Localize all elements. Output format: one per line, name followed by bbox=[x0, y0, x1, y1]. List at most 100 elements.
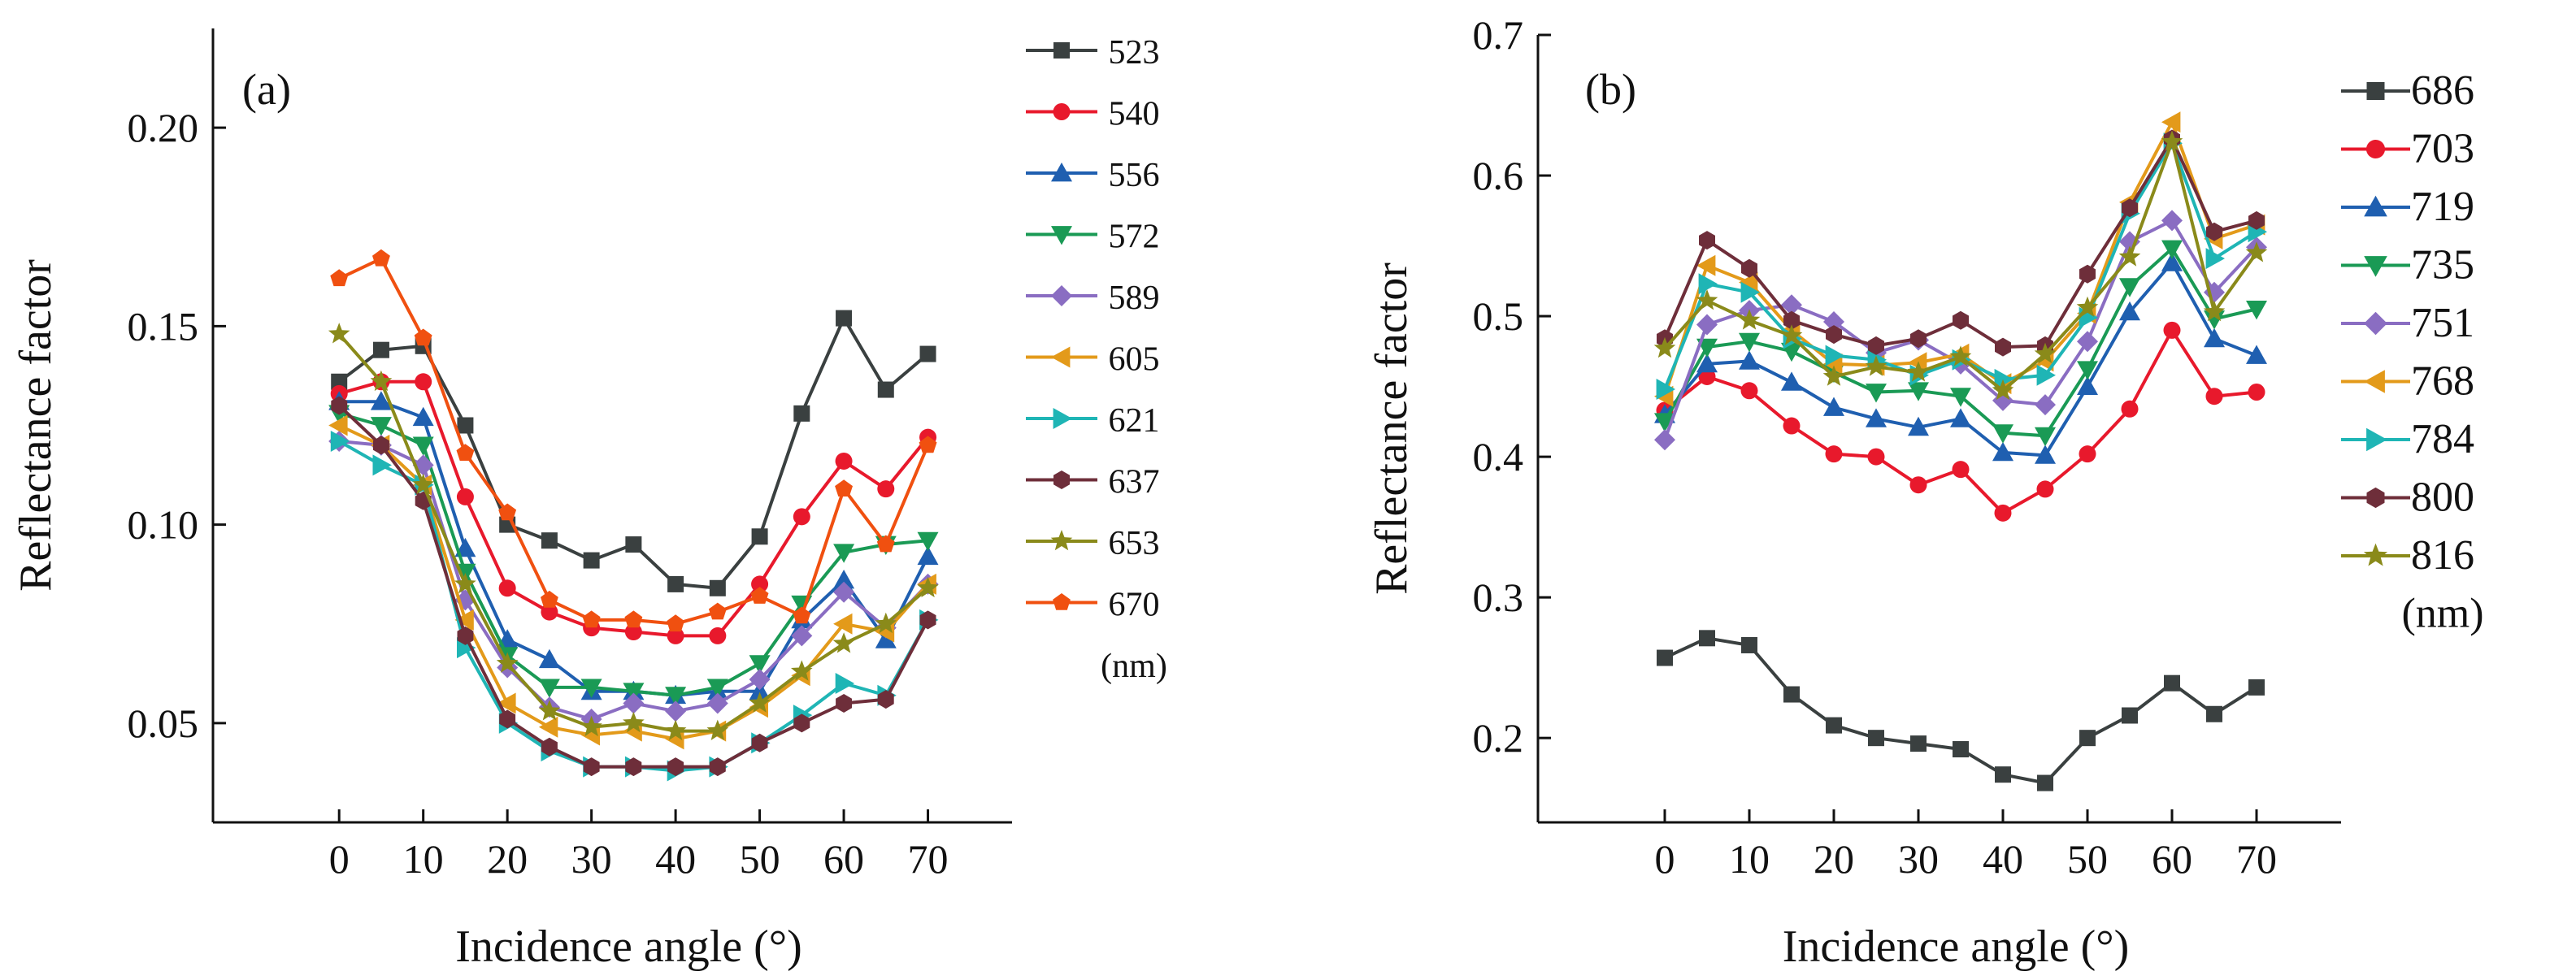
legend-label-735: 735 bbox=[2411, 242, 2474, 288]
data-point-686 bbox=[2248, 679, 2265, 696]
data-point-686 bbox=[1741, 636, 1757, 653]
series-523 bbox=[331, 310, 936, 596]
data-point-719 bbox=[2246, 345, 2267, 364]
data-point-816 bbox=[1822, 365, 1845, 386]
data-point-605 bbox=[328, 414, 348, 436]
x-tick-label: 0 bbox=[1655, 836, 1675, 882]
data-point-703 bbox=[1867, 448, 1885, 466]
legend-marker-735 bbox=[2364, 256, 2387, 277]
y-tick-label: 0.2 bbox=[1473, 715, 1524, 761]
data-point-735 bbox=[2161, 240, 2183, 259]
data-point-703 bbox=[2163, 321, 2181, 339]
data-point-784 bbox=[2205, 248, 2225, 270]
data-point-751 bbox=[2161, 210, 2183, 232]
legend-unit: (nm) bbox=[2401, 591, 2483, 637]
legend-label-784: 784 bbox=[2411, 416, 2474, 462]
data-point-703 bbox=[1909, 476, 1927, 494]
data-point-686 bbox=[2206, 705, 2222, 722]
data-point-784 bbox=[1825, 345, 1844, 366]
data-point-621 bbox=[330, 431, 350, 452]
data-point-523 bbox=[457, 417, 474, 434]
data-point-784 bbox=[1656, 379, 1675, 400]
data-point-686 bbox=[1868, 730, 1884, 747]
data-point-653 bbox=[328, 323, 350, 344]
data-point-637 bbox=[373, 436, 389, 455]
data-point-556 bbox=[370, 391, 392, 410]
data-point-816 bbox=[2076, 296, 2099, 317]
data-point-800 bbox=[2248, 210, 2265, 230]
data-point-670 bbox=[414, 328, 432, 346]
data-point-768 bbox=[1908, 352, 1927, 374]
data-point-556 bbox=[749, 680, 771, 700]
data-point-703 bbox=[2121, 400, 2139, 418]
legend-marker-784 bbox=[2366, 427, 2387, 452]
y-tick-label: 0.3 bbox=[1473, 575, 1524, 620]
data-point-589 bbox=[833, 581, 855, 603]
data-point-686 bbox=[1995, 766, 2011, 783]
legend-marker-589 bbox=[1051, 285, 1072, 306]
data-point-719 bbox=[2204, 327, 2225, 348]
legend-marker-670 bbox=[1053, 593, 1071, 610]
data-point-735 bbox=[1908, 382, 1929, 401]
data-point-670 bbox=[498, 503, 517, 521]
data-point-686 bbox=[2164, 674, 2180, 692]
x-tick-label: 20 bbox=[487, 836, 528, 882]
data-point-540 bbox=[793, 508, 810, 526]
data-point-703 bbox=[1740, 382, 1758, 400]
x-tick-label: 40 bbox=[655, 836, 696, 882]
legend: 523 540 556 572 589 605 621 637 653 670 (nm) bbox=[1026, 34, 1167, 685]
series-653 bbox=[328, 323, 939, 740]
panel-b-chart: 0 10 20 30 40 50 60 70 0.2 0.3 0.4 0.5 0.6 0.7 Inciden… bbox=[1366, 12, 2484, 972]
data-point-572 bbox=[538, 679, 560, 698]
data-point-653 bbox=[875, 612, 897, 634]
legend-label-768: 768 bbox=[2411, 358, 2474, 405]
data-point-523 bbox=[751, 528, 768, 545]
data-point-735 bbox=[2077, 361, 2098, 380]
legend-label-637: 637 bbox=[1109, 464, 1160, 501]
data-point-540 bbox=[498, 579, 516, 597]
x-tick-label: 70 bbox=[908, 836, 949, 882]
data-point-540 bbox=[624, 623, 642, 641]
data-point-719 bbox=[1866, 408, 1887, 427]
data-point-735 bbox=[1739, 332, 1760, 353]
data-point-816 bbox=[1653, 336, 1676, 358]
data-point-670 bbox=[876, 535, 895, 553]
legend-marker-719 bbox=[2364, 195, 2387, 217]
data-point-637 bbox=[751, 733, 768, 752]
data-point-653 bbox=[832, 632, 855, 653]
data-point-670 bbox=[667, 614, 684, 632]
data-point-719 bbox=[1781, 371, 1802, 391]
legend-label-816: 816 bbox=[2411, 532, 2474, 579]
data-point-653 bbox=[917, 576, 939, 598]
data-point-572 bbox=[623, 683, 645, 702]
data-point-653 bbox=[664, 719, 687, 740]
data-point-556 bbox=[538, 648, 560, 669]
x-tick-label: 20 bbox=[1814, 836, 1854, 882]
data-point-800 bbox=[1741, 258, 1757, 278]
data-point-800 bbox=[1995, 337, 2011, 357]
data-point-637 bbox=[836, 694, 852, 713]
data-point-653 bbox=[538, 700, 561, 721]
data-point-800 bbox=[2206, 222, 2222, 241]
data-point-816 bbox=[1865, 355, 1887, 376]
data-point-800 bbox=[1783, 310, 1800, 330]
data-point-719 bbox=[2119, 301, 2140, 321]
data-point-540 bbox=[877, 480, 895, 498]
data-point-637 bbox=[793, 713, 810, 733]
data-point-816 bbox=[2245, 241, 2268, 262]
data-point-621 bbox=[372, 454, 392, 476]
data-point-686 bbox=[1826, 717, 1842, 734]
data-point-637 bbox=[625, 757, 642, 777]
data-point-719 bbox=[1823, 397, 1844, 416]
data-point-816 bbox=[1992, 379, 2014, 401]
x-tick-label: 60 bbox=[823, 836, 864, 882]
data-point-637 bbox=[541, 737, 558, 757]
data-point-768 bbox=[1696, 254, 1716, 276]
data-point-637 bbox=[331, 396, 348, 415]
data-point-670 bbox=[793, 606, 811, 624]
y-tick-label: 0.7 bbox=[1473, 12, 1524, 58]
data-point-816 bbox=[1738, 309, 1761, 330]
data-point-735 bbox=[1866, 384, 1887, 403]
data-point-800 bbox=[1826, 325, 1842, 345]
data-point-735 bbox=[2246, 301, 2267, 320]
